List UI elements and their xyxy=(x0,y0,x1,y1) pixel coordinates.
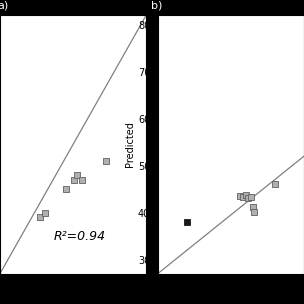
X-axis label: Actual: Actual xyxy=(216,293,246,302)
Point xyxy=(104,158,109,163)
Point xyxy=(250,205,255,209)
Title: Predicted vs. Actual: Predicted vs. Actual xyxy=(179,3,283,13)
Point xyxy=(240,195,245,200)
Point xyxy=(37,215,42,220)
Point xyxy=(185,219,189,224)
Point xyxy=(16,276,21,281)
Point xyxy=(249,195,254,200)
Point xyxy=(72,177,77,182)
Text: R²=0.94: R²=0.94 xyxy=(54,230,106,243)
Point xyxy=(43,210,48,215)
Point xyxy=(64,187,69,192)
Title: Predicted vs. Actual: Predicted vs. Actual xyxy=(21,3,125,13)
Point xyxy=(246,196,251,201)
Point xyxy=(237,194,242,199)
Text: a): a) xyxy=(0,0,8,10)
Point xyxy=(243,192,248,197)
X-axis label: Actual: Actual xyxy=(58,293,88,302)
Text: b): b) xyxy=(150,0,162,10)
Point xyxy=(80,177,85,182)
Point xyxy=(272,182,277,187)
Y-axis label: Predicted: Predicted xyxy=(125,122,135,167)
Point xyxy=(252,209,257,214)
Point xyxy=(74,172,79,177)
